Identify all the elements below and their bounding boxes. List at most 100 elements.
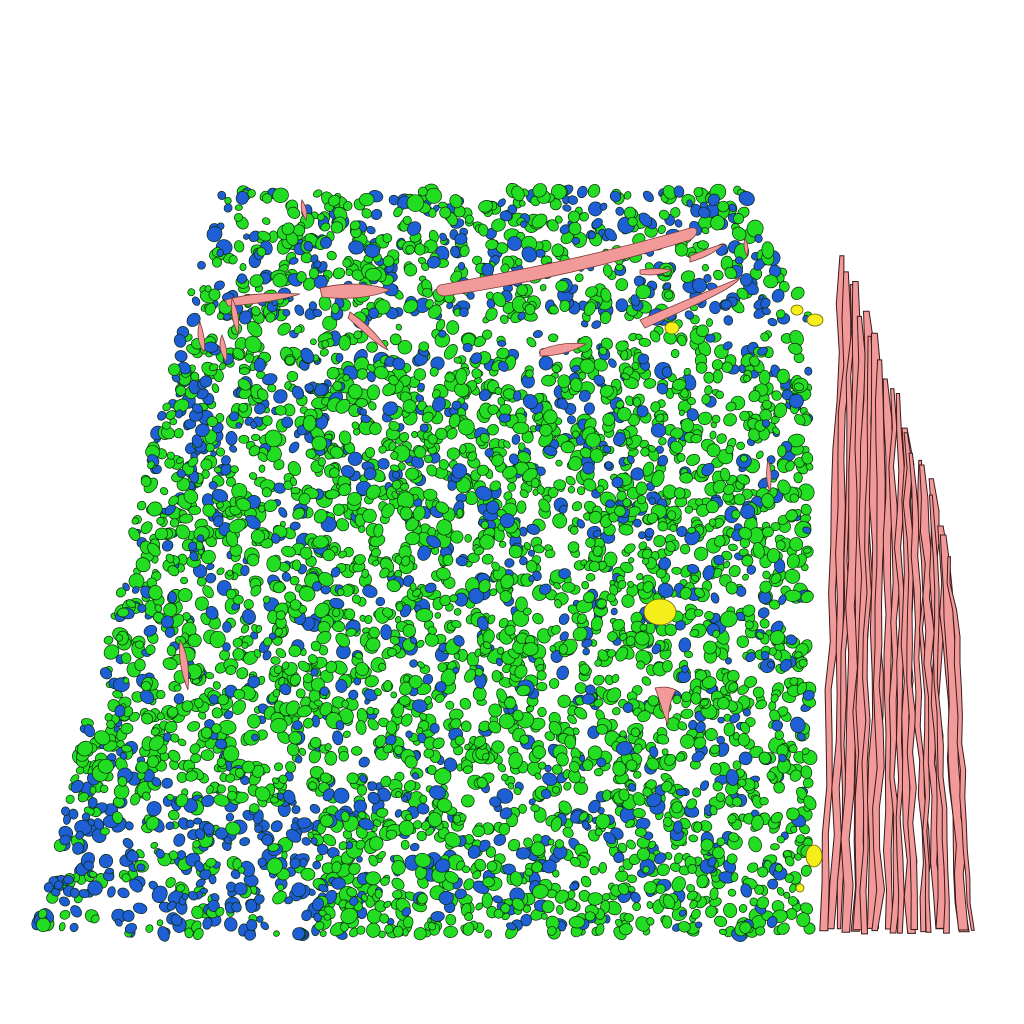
green-cell: [686, 884, 696, 893]
green-cell: [783, 891, 791, 899]
green-cell: [669, 524, 678, 533]
green-cell: [290, 486, 301, 495]
green-cell: [539, 283, 547, 292]
green-cell: [641, 676, 652, 686]
green-cell: [240, 624, 250, 634]
green-cell: [425, 187, 442, 204]
blue-cell: [216, 248, 224, 258]
blue-cell: [615, 298, 629, 313]
green-cell: [740, 454, 748, 463]
blue-cell: [615, 206, 625, 216]
green-cell: [530, 477, 540, 489]
green-cell: [692, 787, 702, 798]
green-cell: [413, 368, 427, 381]
green-cell: [567, 541, 580, 553]
green-cell: [615, 263, 624, 272]
blue-cell: [105, 867, 114, 875]
green-cell: [518, 442, 526, 452]
green-cell: [461, 720, 472, 733]
blue-cell: [504, 558, 515, 568]
blue-cell: [225, 431, 238, 446]
green-cell: [394, 616, 402, 624]
green-cell: [200, 749, 215, 761]
green-cell: [532, 544, 545, 554]
yellow-cell: [790, 304, 804, 316]
green-cell: [237, 866, 246, 874]
green-cell: [736, 441, 745, 450]
blue-cell: [571, 237, 581, 245]
green-cell: [173, 428, 184, 439]
green-cell: [622, 498, 632, 508]
green-cell: [234, 204, 243, 211]
green-cell: [588, 560, 601, 573]
green-cell: [481, 553, 494, 565]
green-cell: [710, 762, 722, 776]
green-cell: [392, 889, 403, 900]
green-cell: [322, 315, 338, 331]
green-cell: [427, 526, 437, 537]
blue-cell: [738, 751, 753, 766]
green-cell: [351, 746, 363, 756]
green-cell: [693, 608, 704, 617]
blue-cell: [224, 836, 232, 845]
green-cell: [238, 435, 250, 444]
blue-cell: [457, 261, 466, 271]
green-cell: [365, 267, 382, 282]
green-cell: [177, 588, 193, 603]
green-cell: [389, 333, 402, 346]
green-cell: [657, 224, 666, 235]
blue-cell: [222, 621, 232, 633]
green-cell: [717, 696, 730, 710]
green-cell: [408, 675, 423, 689]
green-cell: [415, 608, 434, 622]
green-cell: [323, 913, 332, 921]
green-cell: [411, 431, 419, 438]
green-cell: [394, 771, 405, 782]
green-cell: [246, 321, 263, 338]
green-cell: [633, 397, 641, 408]
yellow-cell: [643, 598, 677, 626]
green-cell: [324, 743, 332, 752]
green-cell: [701, 263, 709, 272]
green-cell: [303, 717, 314, 729]
blue-cell: [213, 280, 225, 291]
green-cell: [446, 320, 460, 335]
green-cell: [747, 862, 759, 873]
green-cell: [496, 646, 505, 655]
green-cell: [746, 219, 764, 238]
green-cell: [314, 921, 325, 931]
blue-cell: [229, 445, 238, 453]
green-cell: [686, 453, 701, 466]
green-cell: [513, 787, 522, 795]
green-cell: [423, 488, 438, 501]
green-cell: [802, 777, 814, 789]
green-cell: [258, 464, 266, 473]
green-cell: [169, 518, 180, 528]
green-cell: [710, 421, 717, 429]
green-cell: [576, 486, 586, 496]
green-cell: [402, 624, 416, 638]
green-cell: [548, 333, 559, 343]
green-cell: [536, 681, 548, 692]
green-cell: [317, 457, 326, 467]
green-cell: [442, 554, 454, 566]
green-cell: [387, 647, 397, 657]
green-cell: [676, 453, 686, 462]
blue-cell: [497, 340, 507, 347]
blue-cell: [98, 854, 114, 869]
green-cell: [239, 263, 247, 272]
green-cell: [558, 643, 568, 655]
green-cell: [454, 735, 465, 746]
blue-cell: [492, 895, 503, 904]
green-cell: [600, 287, 612, 303]
green-cell: [661, 915, 673, 929]
green-cell: [553, 479, 567, 491]
green-cell: [431, 389, 441, 400]
blue-cell: [709, 300, 721, 315]
green-cell: [338, 335, 351, 351]
blue-cell: [281, 572, 292, 582]
blue-cell: [220, 463, 232, 476]
green-cell: [403, 674, 410, 683]
green-cell: [635, 481, 648, 496]
blue-cell: [217, 190, 227, 200]
